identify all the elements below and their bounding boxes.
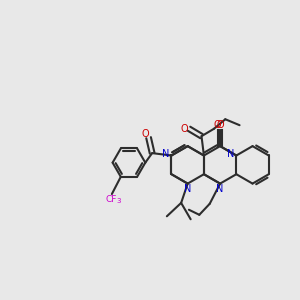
Text: N: N [162,149,170,159]
Text: N: N [216,184,224,194]
Text: 3: 3 [116,198,121,204]
Text: O: O [181,124,188,134]
Text: N: N [227,149,235,159]
Text: N: N [184,184,191,194]
Text: CF: CF [106,196,117,205]
Text: O: O [216,120,224,130]
Text: O: O [142,129,149,139]
Text: O: O [213,120,221,130]
